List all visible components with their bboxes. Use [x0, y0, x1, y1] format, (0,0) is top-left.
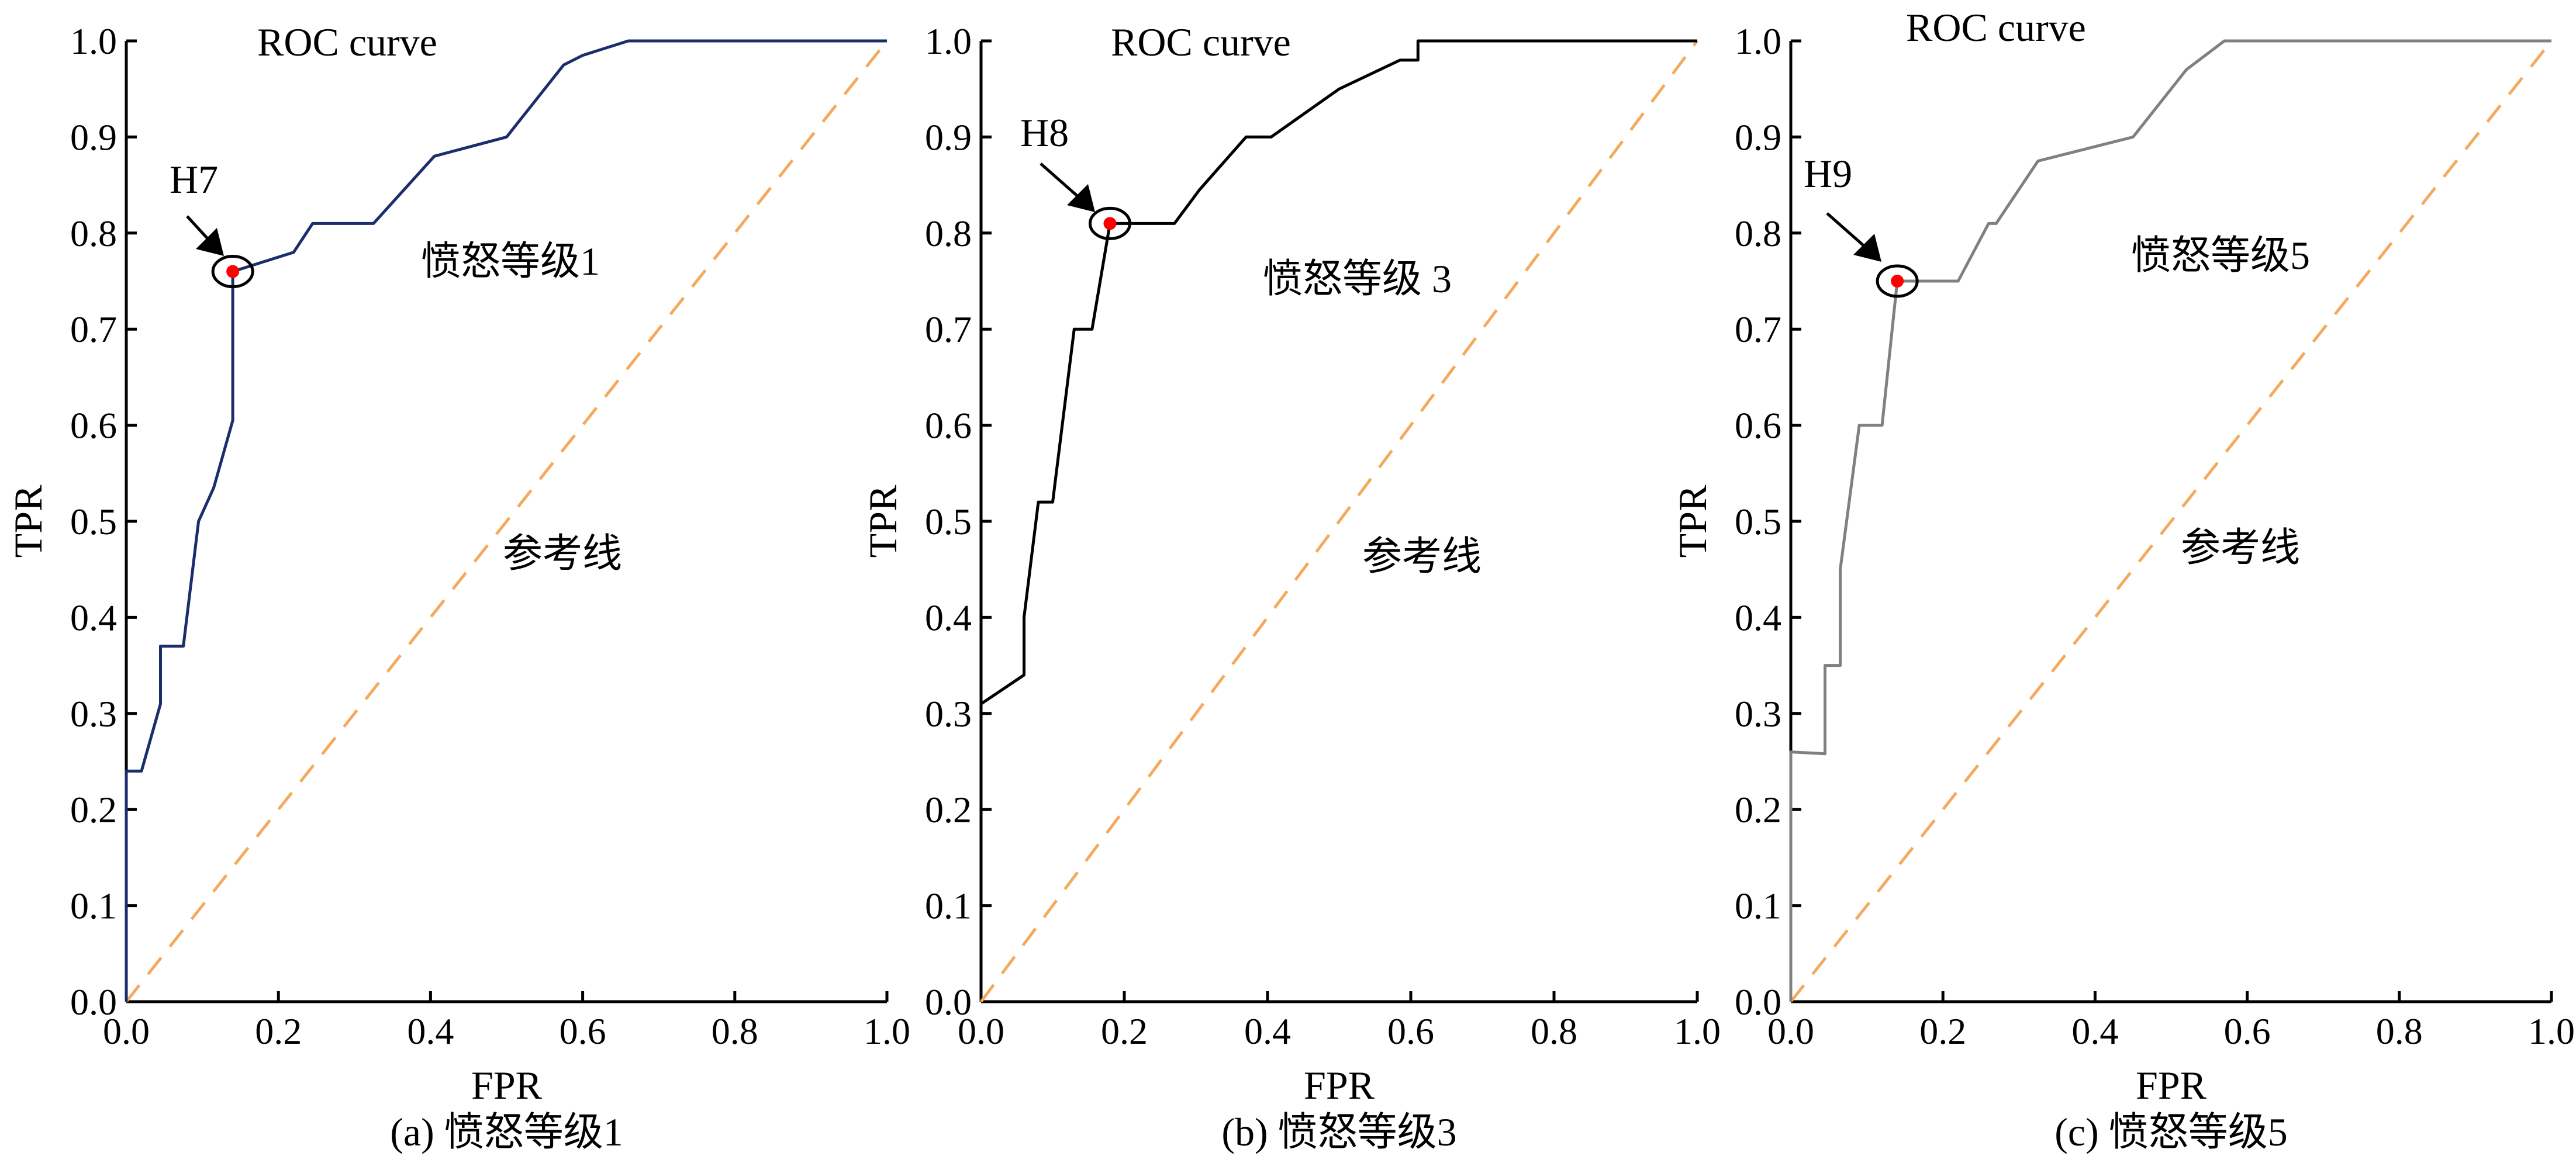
optimal-point-label: H8: [1020, 110, 1069, 155]
y-tick-label: 0.2: [925, 789, 972, 830]
roc-panel-1: 0.0 0.1 0.2 0.3 0.4 0.5 0.6 0.7 0.8 0.9 1.0 0.0 0.2 0…: [6, 20, 910, 1154]
x-tick-label: 0.2: [255, 1010, 302, 1052]
y-tick-label: 0.9: [1735, 116, 1781, 158]
y-tick-label: 0.5: [925, 501, 972, 542]
x-tick-label: 0.2: [1919, 1010, 1966, 1052]
arrow-head-icon: [196, 228, 224, 256]
reference-label: 参考线: [1362, 534, 1482, 579]
y-tick-label: 0.6: [1735, 405, 1781, 446]
reference-line: [125, 40, 888, 1003]
arrow-head-icon: [1853, 234, 1881, 262]
y-tick-label: 0.9: [70, 116, 117, 158]
chart-title: ROC curve: [257, 20, 437, 64]
y-tick-label: 0.7: [1735, 309, 1781, 350]
y-tick-label: 0.7: [70, 309, 117, 350]
optimal-point-circle: [211, 255, 254, 289]
x-tick-label: 0.8: [2376, 1010, 2423, 1052]
optimal-point-label: H7: [170, 157, 218, 202]
y-axis-label: TPR: [6, 484, 50, 558]
y-tick-label: 0.4: [925, 597, 972, 638]
x-tick-label: 0.2: [1101, 1010, 1148, 1052]
y-tick-label: 0.6: [70, 405, 117, 446]
y-tick-label: 0.3: [1735, 693, 1781, 735]
roc-curve: [980, 39, 1697, 705]
optimal-point-marker: [1891, 275, 1904, 288]
reference-line: [979, 40, 1699, 1003]
x-tick-label: 0.8: [712, 1010, 758, 1052]
y-tick-label: 0.8: [1735, 213, 1781, 254]
y-tick-label: 1.0: [925, 20, 972, 62]
x-tick-label: 0.0: [958, 1010, 1004, 1052]
panel-caption: (a) 愤怒等级1: [390, 1110, 623, 1154]
reference-line: [1790, 40, 2553, 1003]
x-tick-label: 0.6: [2224, 1010, 2271, 1052]
x-axis-label: FPR: [1304, 1063, 1375, 1107]
x-tick-label: 0.4: [2071, 1010, 2118, 1052]
y-tick-label: 0.5: [1735, 501, 1781, 542]
y-tick-label: 0.0: [70, 981, 117, 1023]
y-tick-label: 0.6: [925, 405, 972, 446]
chart-title: ROC curve: [1111, 20, 1291, 64]
x-axis-label: FPR: [2136, 1063, 2207, 1107]
y-tick-label: 0.1: [925, 885, 972, 927]
x-tick-label: 0.6: [560, 1010, 606, 1052]
reference-label: 参考线: [2181, 525, 2300, 570]
curve-label: 愤怒等级 3: [1263, 257, 1452, 301]
roc-curve: [125, 39, 887, 1002]
y-tick-label: 0.4: [1735, 597, 1781, 638]
x-axis-label: FPR: [471, 1063, 543, 1107]
x-tick-label: 1.0: [2528, 1010, 2575, 1052]
roc-panel-3: 0.0 0.1 0.2 0.3 0.4 0.5 0.6 0.7 0.8 0.9 1.0 0.0 0.2 0…: [1670, 5, 2575, 1154]
x-tick-label: 0.4: [407, 1010, 454, 1052]
optimal-point-circle: [1876, 264, 1919, 298]
y-axis-label: TPR: [861, 484, 905, 558]
y-tick-label: 0.4: [70, 597, 117, 638]
y-tick-label: 0.8: [70, 213, 117, 254]
x-tick-label: 0.8: [1531, 1010, 1577, 1052]
y-tick-label: 0.9: [925, 116, 972, 158]
y-tick-label: 0.7: [925, 309, 972, 350]
panel-caption: (c) 愤怒等级5: [2054, 1110, 2287, 1154]
chart-title: ROC curve: [1906, 5, 2086, 50]
y-tick-label: 1.0: [1735, 20, 1781, 62]
x-tick-label: 0.0: [103, 1010, 150, 1052]
arrow-head-icon: [1067, 184, 1095, 212]
y-tick-label: 0.2: [1735, 789, 1781, 830]
optimal-point-label: H9: [1804, 151, 1852, 196]
x-tick-label: 0.6: [1387, 1010, 1434, 1052]
x-tick-label: 1.0: [864, 1010, 910, 1052]
y-tick-label: 0.2: [70, 789, 117, 830]
y-tick-label: 0.3: [70, 693, 117, 735]
x-tick-label: 0.0: [1767, 1010, 1814, 1052]
y-tick-label: 0.0: [925, 981, 972, 1023]
x-tick-label: 0.4: [1244, 1010, 1291, 1052]
optimal-point-marker: [226, 265, 240, 278]
optimal-point-circle: [1089, 206, 1131, 240]
y-tick-label: 0.5: [70, 501, 117, 542]
optimal-point-marker: [1103, 217, 1117, 230]
curve-label: 愤怒等级5: [2131, 233, 2310, 278]
roc-panel-2: 0.0 0.1 0.2 0.3 0.4 0.5 0.6 0.7 0.8 0.9 1.0 0.0 0.2 0…: [861, 20, 1721, 1154]
panel-caption: (b) 愤怒等级3: [1221, 1110, 1456, 1154]
x-tick-label: 1.0: [1674, 1010, 1721, 1052]
y-tick-label: 1.0: [70, 20, 117, 62]
curve-label: 愤怒等级1: [421, 239, 600, 283]
y-tick-label: 0.0: [1735, 981, 1781, 1023]
y-tick-label: 0.1: [1735, 885, 1781, 927]
y-axis-label: TPR: [1670, 484, 1715, 558]
y-tick-label: 0.3: [925, 693, 972, 735]
reference-label: 参考线: [503, 531, 622, 576]
y-tick-label: 0.1: [70, 885, 117, 927]
y-tick-label: 0.8: [925, 213, 972, 254]
